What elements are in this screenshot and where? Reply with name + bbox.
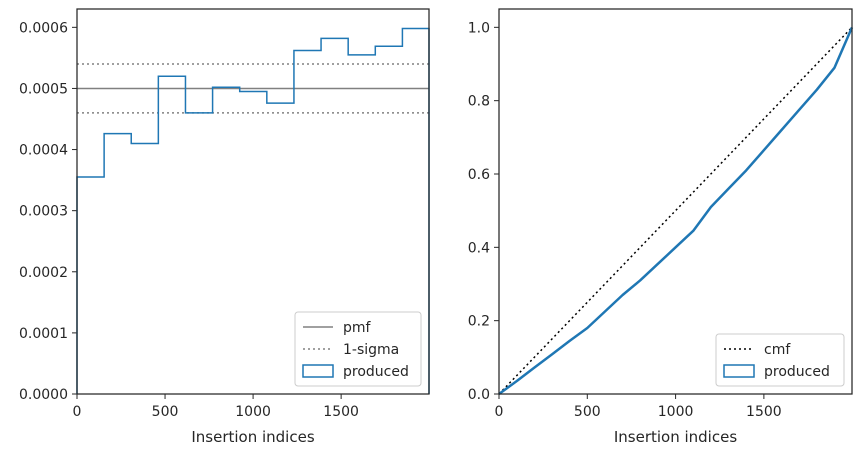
- chart-2-legend: cmf produced: [715, 333, 845, 387]
- y-tick-label: 0.6: [468, 167, 490, 183]
- chart-2-axes: 0 500 1000 1500 0.0 0.2 0.4 0.6 0.8 1.0 Insertion …: [468, 20, 782, 446]
- x-axis-label: Insertion indices: [191, 428, 314, 446]
- y-tick-label: 0.0003: [19, 204, 68, 220]
- y-tick-label: 0.0005: [19, 81, 68, 97]
- chart-2-plot: [498, 26, 854, 396]
- x-tick-label: 500: [152, 404, 179, 420]
- chart-2-frame: [498, 8, 853, 395]
- legend-label-pmf: pmf: [343, 320, 372, 336]
- x-tick-label: 0: [495, 404, 504, 420]
- y-tick-label: 0.0006: [19, 20, 68, 36]
- legend-label-produced: produced: [764, 364, 830, 380]
- legend-box: [715, 333, 845, 387]
- chart-1-plot: [76, 27, 430, 394]
- y-tick-label: 0.0004: [19, 143, 68, 159]
- produced-curve: [498, 26, 854, 396]
- x-tick-label: 1500: [323, 404, 359, 420]
- x-axis-label: Insertion indices: [614, 428, 737, 446]
- chart-1-frame: [76, 8, 430, 395]
- chart-1-axes: 0 500 1000 1500 0.0000 0.0001 0.0002 0.0003 0.00…: [19, 20, 359, 446]
- y-tick-label: 0.4: [468, 240, 490, 256]
- legend-box: [294, 311, 422, 387]
- y-tick-label: 0.0000: [19, 387, 68, 403]
- y-tick-label: 0.2: [468, 314, 490, 330]
- legend-label-cmf: cmf: [764, 342, 791, 358]
- x-tick-label: 0: [73, 404, 82, 420]
- x-tick-label: 500: [574, 404, 601, 420]
- x-tick-label: 1000: [658, 404, 694, 420]
- legend-patch-produced: [723, 364, 755, 378]
- legend-label-1-sigma: 1-sigma: [343, 342, 399, 358]
- produced-histogram: [76, 27, 430, 394]
- y-tick-label: 0.0002: [19, 265, 68, 281]
- y-tick-label: 0.8: [468, 94, 490, 110]
- y-tick-label: 0.0: [468, 387, 490, 403]
- legend-patch-produced: [302, 364, 334, 378]
- y-tick-label: 1.0: [468, 20, 490, 36]
- chart-1-legend: pmf 1-sigma produced: [294, 311, 422, 387]
- y-tick-label: 0.0001: [19, 326, 68, 342]
- x-tick-label: 1000: [235, 404, 271, 420]
- legend-label-produced: produced: [343, 364, 409, 380]
- x-tick-label: 1500: [746, 404, 782, 420]
